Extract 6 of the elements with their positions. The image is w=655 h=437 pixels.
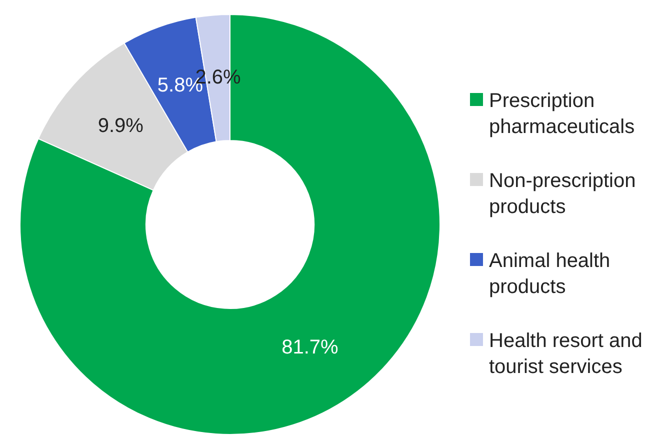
legend-label: Health resort and tourist services: [489, 329, 644, 380]
legend-label: Animal health products: [489, 249, 612, 300]
legend-label: Prescription pharmaceuticals: [489, 89, 636, 140]
data-label: 81.7%: [282, 336, 338, 358]
data-label: 9.9%: [98, 114, 144, 137]
legend-label: Non-prescription products: [489, 169, 637, 220]
